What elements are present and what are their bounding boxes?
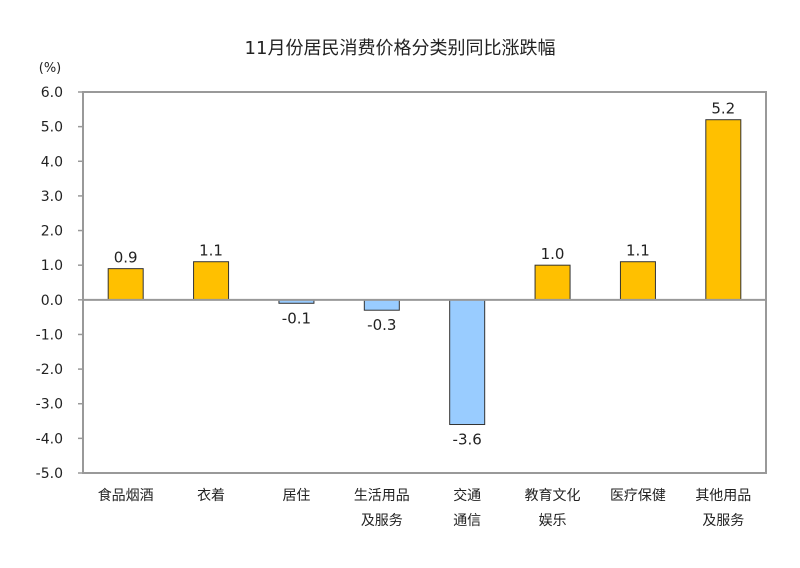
bar — [619, 261, 656, 301]
data-label: -0.1 — [282, 309, 311, 327]
y-tick-label: -3.0 — [36, 397, 63, 413]
y-tick-label: 2.0 — [41, 224, 63, 240]
data-label: -0.3 — [367, 316, 396, 334]
data-label: -3.6 — [453, 431, 482, 449]
data-label: 0.9 — [114, 249, 138, 267]
x-tick-label: 生活用品 — [354, 488, 410, 504]
x-tick-label: 通信 — [453, 513, 481, 529]
x-tick-label: 教育文化 — [525, 488, 581, 504]
y-tick-label: 6.0 — [41, 85, 63, 101]
bar — [107, 268, 144, 301]
chart-title: 11月份居民消费价格分类别同比涨跌幅 — [245, 38, 556, 59]
y-tick-label: -4.0 — [36, 431, 63, 447]
y-axis-unit-label: (%) — [39, 61, 62, 76]
y-tick-label: 0.0 — [41, 293, 63, 309]
y-tick-label: -5.0 — [36, 466, 63, 482]
y-tick-label: 4.0 — [41, 154, 63, 170]
x-tick-label: 医疗保健 — [610, 488, 666, 504]
x-tick-label: 居住 — [282, 488, 310, 504]
bar — [449, 299, 486, 426]
bar — [534, 264, 571, 301]
x-tick-label: 及服务 — [702, 513, 744, 529]
y-tick-label: -2.0 — [36, 362, 63, 378]
data-label: 1.1 — [626, 242, 650, 260]
bar — [705, 119, 742, 301]
y-tick-label: 1.0 — [41, 258, 63, 274]
y-tick-label: 3.0 — [41, 189, 63, 205]
x-tick-label: 食品烟酒 — [98, 487, 154, 504]
x-tick-label: 其他用品 — [695, 488, 751, 504]
x-tick-label: 及服务 — [361, 513, 403, 529]
y-tick-label: -1.0 — [36, 327, 63, 343]
y-tick-label: 5.0 — [41, 120, 63, 136]
plot-frame — [82, 91, 767, 474]
data-label: 1.0 — [541, 245, 565, 263]
data-label: 1.1 — [199, 242, 223, 260]
x-tick-label: 衣着 — [197, 488, 225, 504]
bar — [363, 299, 400, 311]
bar — [193, 261, 230, 301]
x-tick-label: 娱乐 — [539, 513, 567, 529]
data-label: 5.2 — [711, 100, 735, 118]
x-tick-label: 交通 — [453, 487, 481, 504]
